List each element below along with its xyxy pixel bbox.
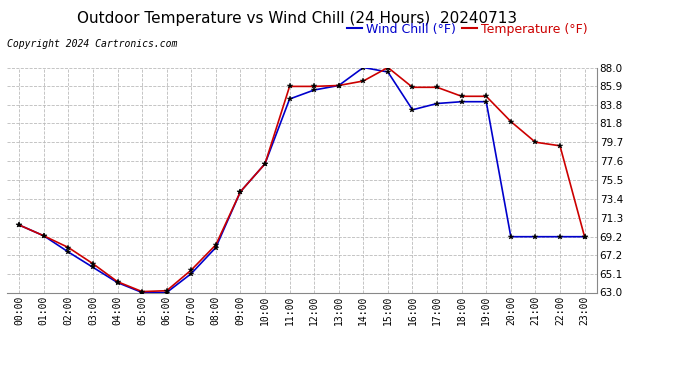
Legend: Wind Chill (°F), Temperature (°F): Wind Chill (°F), Temperature (°F) [342,18,593,40]
Text: Copyright 2024 Cartronics.com: Copyright 2024 Cartronics.com [7,39,177,50]
Text: Outdoor Temperature vs Wind Chill (24 Hours)  20240713: Outdoor Temperature vs Wind Chill (24 Ho… [77,11,517,26]
